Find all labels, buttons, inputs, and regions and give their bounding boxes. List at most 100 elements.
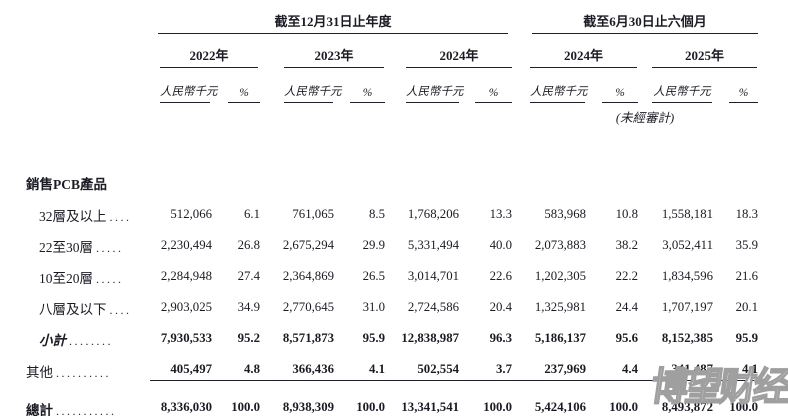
rmb-unit-label: 人民幣千元 — [406, 83, 464, 103]
annual-period-title: 截至12月31日止年度 — [274, 14, 392, 29]
value-cell: 1,558,181 — [661, 207, 713, 221]
value-cell: 5,186,137 — [534, 331, 586, 345]
pct-cell: 100.0 — [459, 400, 512, 416]
interim-2025-rule — [652, 64, 757, 68]
value-cell: 512,066 — [170, 207, 212, 221]
pct-cell: 100.0 — [212, 400, 260, 416]
table-row-8-layers-below: 八層及以下.... 2,903,025 34.9 2,770,645 31.0 … — [26, 292, 788, 323]
leader-dots: .... — [109, 209, 132, 224]
unaudited-note: (未經審計) — [615, 111, 675, 125]
pct-cell: 24.4 — [615, 300, 638, 314]
interim-period-title: 截至6月30日止六個月 — [583, 14, 707, 29]
unit-label-row: 人民幣千元 % 人民幣千元 % 人民幣千元 % 人民幣千元 % 人民幣千元 % — [26, 76, 788, 103]
percent-unit-label: % — [228, 87, 260, 103]
value-cell: 502,554 — [385, 362, 459, 381]
value-cell: 2,284,948 — [160, 269, 212, 283]
value-cell: 341,487 — [638, 362, 713, 381]
pct-cell: 95.2 — [237, 331, 260, 345]
percent-unit-label: % — [729, 87, 758, 103]
pct-cell: 20.1 — [735, 300, 758, 314]
year-2022-rule — [160, 64, 258, 68]
pct-cell: 100.0 — [334, 400, 385, 416]
pct-cell: 20.4 — [489, 300, 512, 314]
value-cell: 2,724,586 — [407, 300, 459, 314]
value-cell: 366,436 — [260, 362, 334, 381]
value-cell: 1,325,981 — [534, 300, 586, 314]
pct-cell: 95.9 — [735, 331, 758, 345]
interim-2024-rule — [530, 64, 637, 68]
value-cell: 13,341,541 — [385, 400, 459, 416]
value-cell: 405,497 — [150, 362, 212, 381]
row-label: 其他.......... — [26, 365, 111, 380]
leader-dots: .... — [109, 302, 132, 317]
row-label: 八層及以下.... — [39, 301, 132, 317]
pcb-products-section-label: 銷售PCB產品 — [26, 177, 107, 192]
interim-2024-label: 2024年 — [563, 48, 603, 63]
value-cell: 1,834,596 — [661, 269, 713, 283]
year-2023-label: 2023年 — [314, 48, 354, 63]
value-cell: 5,331,494 — [407, 238, 459, 252]
pct-cell: 96.3 — [489, 331, 512, 345]
pct-cell: 40.0 — [489, 238, 512, 252]
percent-unit-label: % — [475, 87, 512, 103]
pct-cell: 4.1 — [334, 362, 385, 381]
pct-cell: 29.9 — [362, 238, 385, 252]
row-label: 10至20層..... — [39, 270, 124, 286]
leader-dots: .......... — [56, 366, 111, 380]
year-2023-rule — [284, 64, 384, 68]
leader-dots: ..... — [96, 240, 124, 255]
year-rule-row — [26, 64, 788, 76]
section-label-row: 銷售PCB產品 — [26, 159, 788, 199]
pct-cell: 95.9 — [362, 331, 385, 345]
year-2022-label: 2022年 — [189, 48, 229, 63]
pct-cell: 34.9 — [237, 300, 260, 314]
pct-cell: 3.7 — [459, 362, 512, 381]
pct-cell: 26.8 — [237, 238, 260, 252]
pct-cell: 10.8 — [615, 207, 638, 221]
value-cell: 2,230,494 — [160, 238, 212, 252]
rmb-unit-label: 人民幣千元 — [284, 83, 342, 103]
pct-cell: 21.6 — [735, 269, 758, 283]
pct-cell: 22.2 — [615, 269, 638, 283]
value-cell: 1,707,197 — [661, 300, 713, 314]
pct-cell: 38.2 — [615, 238, 638, 252]
value-cell: 2,903,025 — [160, 300, 212, 314]
year-label-row: 2022年 2023年 2024年 2024年 2025年 — [26, 42, 788, 64]
table-row-32-layers: 32層及以上.... 512,066 6.1 761,065 8.5 1,768… — [26, 199, 788, 230]
pct-cell: 31.0 — [362, 300, 385, 314]
rmb-unit-label: 人民幣千元 — [652, 83, 712, 103]
year-2024-rule — [406, 64, 512, 68]
pct-cell: 27.4 — [237, 269, 260, 283]
table-row-total: 總計........... 8,336,030 100.0 8,938,309 … — [26, 388, 788, 416]
value-cell: 8,152,385 — [661, 331, 713, 345]
value-cell: 3,014,701 — [407, 269, 459, 283]
interim-2025-label: 2025年 — [684, 48, 724, 63]
pct-cell: 100.0 — [586, 400, 638, 416]
value-cell: 8,336,030 — [150, 400, 212, 416]
pct-cell: 6.1 — [244, 207, 260, 221]
value-cell: 3,052,411 — [662, 238, 713, 252]
value-cell: 2,364,869 — [282, 269, 334, 283]
value-cell: 761,065 — [292, 207, 334, 221]
leader-dots: ..... — [96, 271, 124, 286]
leader-dots: ........... — [56, 404, 117, 416]
rmb-unit-label: 人民幣千元 — [160, 83, 218, 103]
pct-cell: 4.1 — [713, 362, 758, 381]
pct-cell: 35.9 — [735, 238, 758, 252]
interim-section-rule — [532, 30, 758, 34]
value-cell: 2,675,294 — [282, 238, 334, 252]
row-label: 小計........ — [39, 332, 113, 348]
pct-cell: 95.6 — [615, 331, 638, 345]
table-row-others: 其他.......... 405,497 4.8 366,436 4.1 502… — [26, 354, 788, 388]
year-2024-label: 2024年 — [439, 48, 479, 63]
value-cell: 8,571,873 — [282, 331, 334, 345]
pct-cell: 22.6 — [489, 269, 512, 283]
value-cell: 12,838,987 — [401, 331, 459, 345]
pct-cell: 26.5 — [362, 269, 385, 283]
pct-cell: 18.3 — [735, 207, 758, 221]
value-cell: 5,424,106 — [512, 400, 586, 416]
leader-dots: ........ — [69, 333, 113, 348]
row-label: 總計........... — [26, 403, 117, 416]
pct-cell: 8.5 — [369, 207, 385, 221]
